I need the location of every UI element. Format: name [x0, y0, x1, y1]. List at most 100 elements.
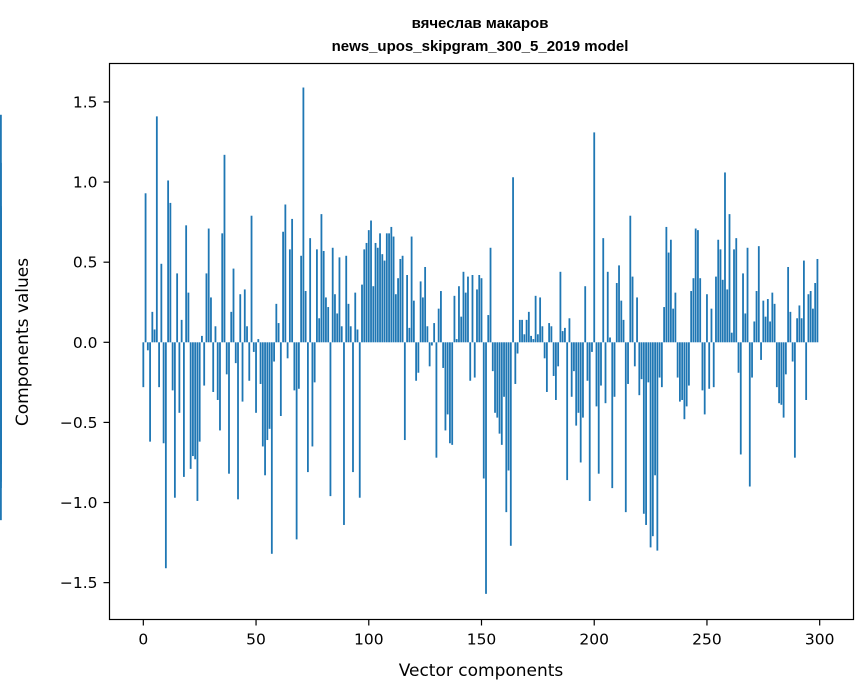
- bar: [690, 291, 693, 343]
- bar: [703, 342, 706, 415]
- bars-group: [0, 87, 819, 594]
- bar: [591, 342, 593, 352]
- bar: [649, 342, 652, 548]
- bar: [615, 283, 618, 343]
- bar: [167, 180, 170, 343]
- bar: [144, 193, 147, 343]
- y-axis-ticks: 1.5 1.0 0.5 0.0 −0.5 −1.0 −1.5: [60, 93, 110, 592]
- bar: [658, 342, 661, 378]
- bar: [485, 342, 487, 594]
- bar: [458, 286, 460, 343]
- bar: [812, 308, 814, 343]
- bar: [449, 342, 451, 444]
- bar: [753, 321, 756, 343]
- bar: [498, 342, 501, 434]
- bar: [512, 177, 514, 343]
- bar: [706, 294, 708, 343]
- bar: [205, 273, 208, 343]
- bar: [521, 319, 523, 343]
- bar: [473, 342, 476, 378]
- bar: [467, 276, 469, 343]
- bar: [557, 342, 560, 367]
- bar: [370, 220, 372, 343]
- bar: [248, 342, 251, 381]
- bar: [189, 342, 192, 469]
- bar: [757, 246, 760, 343]
- bar: [640, 342, 643, 380]
- bar: [266, 342, 269, 441]
- bar: [602, 238, 605, 343]
- bar: [277, 323, 280, 343]
- bar: [232, 268, 235, 343]
- bar: [651, 342, 654, 537]
- bar: [564, 327, 566, 343]
- bar: [778, 342, 780, 404]
- bar: [629, 215, 632, 343]
- bar: [471, 275, 474, 343]
- bar: [525, 319, 528, 343]
- bar: [464, 292, 467, 343]
- bar: [672, 308, 675, 343]
- bar: [176, 273, 179, 343]
- bar: [469, 342, 472, 381]
- bar: [385, 233, 388, 343]
- bar: [379, 233, 381, 343]
- bar: [376, 247, 379, 343]
- bar: [268, 342, 271, 429]
- bar: [523, 334, 526, 343]
- bar: [721, 279, 724, 343]
- bar: [264, 342, 266, 476]
- bar: [313, 342, 316, 383]
- bar: [500, 342, 503, 445]
- bar: [699, 278, 702, 343]
- bar: [252, 342, 255, 352]
- bar: [579, 342, 582, 463]
- bar: [451, 342, 454, 445]
- bar: [697, 230, 699, 343]
- bar: [453, 295, 456, 343]
- bar: [444, 342, 447, 431]
- bar: [336, 313, 339, 343]
- bar: [507, 342, 510, 471]
- bar: [201, 335, 203, 343]
- bar: [782, 342, 785, 418]
- bar: [442, 342, 445, 368]
- bar: [730, 332, 733, 343]
- bar: [789, 311, 792, 343]
- bar: [624, 342, 627, 513]
- bar: [162, 342, 165, 444]
- bar: [726, 289, 729, 343]
- bar: [814, 283, 817, 343]
- bar: [482, 342, 485, 479]
- bar: [694, 228, 697, 343]
- bar: [570, 342, 573, 397]
- bar: [295, 342, 298, 540]
- bar: [320, 214, 323, 343]
- bar: [491, 342, 494, 372]
- bar: [751, 342, 753, 378]
- bar: [381, 254, 384, 343]
- bar: [0, 342, 2, 426]
- bar: [331, 247, 334, 343]
- bar: [419, 281, 422, 343]
- bar: [160, 263, 163, 343]
- bar: [503, 342, 505, 397]
- x-axis-ticks: 0 50 100 150 200 250 300: [138, 619, 834, 649]
- bar: [228, 342, 230, 474]
- bar: [805, 342, 808, 400]
- bar: [192, 342, 194, 457]
- bar: [259, 342, 262, 384]
- bar: [273, 342, 275, 362]
- y-tick-label: 1.5: [73, 93, 98, 111]
- bar: [214, 326, 217, 343]
- bar: [349, 326, 352, 343]
- bar: [0, 283, 2, 343]
- bar: [433, 323, 436, 343]
- bar: [642, 342, 645, 514]
- bar: [363, 249, 366, 343]
- bar: [392, 236, 395, 343]
- bar: [733, 249, 735, 343]
- bar: [555, 342, 557, 400]
- bar: [746, 247, 749, 343]
- bar: [613, 342, 616, 397]
